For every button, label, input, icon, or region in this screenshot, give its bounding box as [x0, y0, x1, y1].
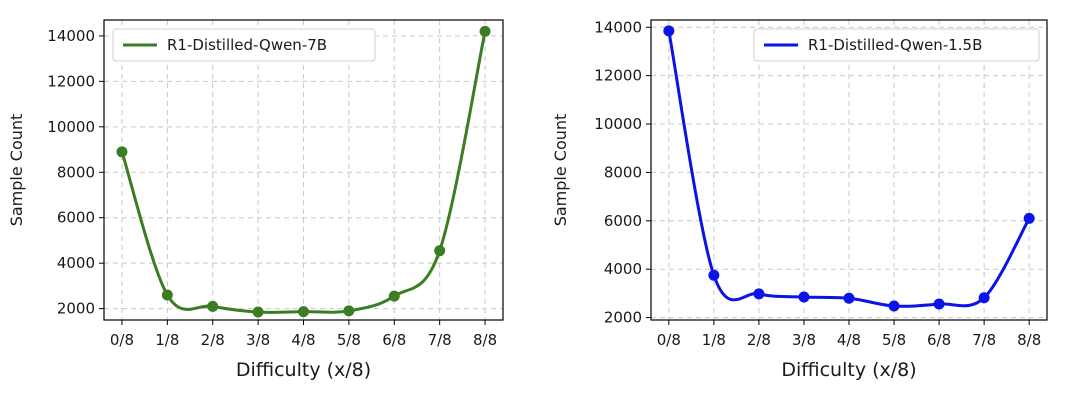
left-chart-x-tick-label: 8/8 — [473, 331, 497, 349]
right-chart-legend: R1-Distilled-Qwen-1.5B — [753, 28, 1040, 62]
right-chart-x-tick-label: 8/8 — [1017, 331, 1041, 349]
right-chart-data-point — [798, 291, 810, 303]
left-chart-data-point — [207, 300, 219, 312]
left-chart-legend-box — [112, 28, 376, 62]
left-chart-series — [116, 25, 491, 318]
left-chart-y-tick-label: 4000 — [57, 254, 95, 272]
right-chart-ticks: 0/8 1/8 2/8 3/8 4/8 5/8 6/8 7/8 8/8 2000 4000 6000 8… — [594, 18, 1041, 349]
left-chart-data-point — [343, 305, 355, 317]
left-chart-y-tick-label: 14000 — [47, 27, 95, 45]
right-chart-x-tick-label: 1/8 — [702, 331, 726, 349]
right-chart-data-point — [663, 25, 675, 37]
right-chart-x-tick-label: 0/8 — [657, 331, 681, 349]
right-chart-y-tick-label: 10000 — [594, 115, 642, 133]
right-chart-x-tick-label: 2/8 — [747, 331, 771, 349]
right-chart-data-point — [753, 288, 765, 300]
left-chart-x-tick-label: 6/8 — [382, 331, 406, 349]
right-chart-data-point — [933, 298, 945, 310]
left-chart-data-point — [161, 289, 173, 301]
left-chart: 0/8 1/8 2/8 3/8 4/8 5/8 6/8 7/8 8/8 2000 4000 6000 8… — [7, 19, 504, 381]
right-chart-x-tick-label: 3/8 — [792, 331, 816, 349]
right-chart-x-tick-label: 7/8 — [972, 331, 996, 349]
right-chart-grid — [651, 20, 1047, 320]
left-chart-data-point — [252, 306, 264, 318]
left-chart-data-point — [298, 306, 309, 318]
left-chart-x-tick-label: 3/8 — [246, 331, 270, 349]
right-chart-x-tick-label: 5/8 — [882, 331, 906, 349]
right-chart-data-point — [888, 300, 900, 312]
right-chart-data-point — [843, 292, 855, 304]
left-chart-legend-label: R1-Distilled-Qwen-7B — [167, 36, 327, 54]
right-chart-series-line — [667, 29, 1031, 308]
right-chart-y-tick-label: 12000 — [594, 67, 642, 85]
left-chart-y-tick-label: 6000 — [57, 209, 95, 227]
left-chart-x-tick-label: 4/8 — [291, 331, 315, 349]
left-chart-x-tick-label: 2/8 — [201, 331, 225, 349]
right-chart-y-tick-label: 6000 — [604, 212, 642, 230]
right-chart-data-point — [1023, 212, 1035, 224]
right-chart-legend-label: R1-Distilled-Qwen-1.5B — [808, 36, 982, 54]
left-chart-x-tick-label: 1/8 — [155, 331, 179, 349]
right-chart-y-tick-label: 2000 — [604, 309, 642, 327]
left-chart-data-point — [388, 290, 400, 302]
left-chart-x-axis-label: Difficulty (x/8) — [236, 359, 371, 381]
left-chart-grid — [104, 20, 503, 320]
left-chart-y-tick-label: 10000 — [47, 118, 95, 136]
left-chart-x-tick-label: 5/8 — [337, 331, 361, 349]
left-chart-ticks: 0/8 1/8 2/8 3/8 4/8 5/8 6/8 7/8 8/8 2000 4000 6000 8… — [47, 27, 497, 349]
right-chart: 0/8 1/8 2/8 3/8 4/8 5/8 6/8 7/8 8/8 2000 4000 6000 8… — [551, 18, 1048, 381]
right-chart-legend-box — [753, 28, 1040, 62]
right-chart-data-point — [978, 292, 990, 304]
right-chart-y-axis-label: Sample Count — [551, 114, 570, 227]
right-chart-x-tick-label: 4/8 — [837, 331, 861, 349]
right-chart-y-tick-label: 8000 — [604, 163, 642, 181]
left-chart-legend: R1-Distilled-Qwen-7B — [112, 28, 376, 62]
right-chart-data-point — [708, 269, 720, 281]
left-chart-y-axis-label: Sample Count — [7, 114, 26, 227]
left-chart-x-tick-label: 7/8 — [428, 331, 452, 349]
left-chart-y-tick-label: 12000 — [47, 72, 95, 90]
left-chart-data-point — [116, 146, 128, 158]
left-chart-data-point — [479, 25, 491, 37]
right-chart-x-axis-label: Difficulty (x/8) — [781, 359, 916, 381]
right-chart-x-tick-label: 6/8 — [927, 331, 951, 349]
left-chart-y-tick-label: 8000 — [57, 163, 95, 181]
right-chart-y-tick-label: 14000 — [594, 18, 642, 36]
right-chart-y-tick-label: 4000 — [604, 260, 642, 278]
left-chart-y-tick-label: 2000 — [57, 300, 95, 318]
left-chart-x-tick-label: 0/8 — [110, 331, 134, 349]
right-chart-series — [663, 25, 1035, 312]
left-chart-data-point — [434, 245, 446, 257]
